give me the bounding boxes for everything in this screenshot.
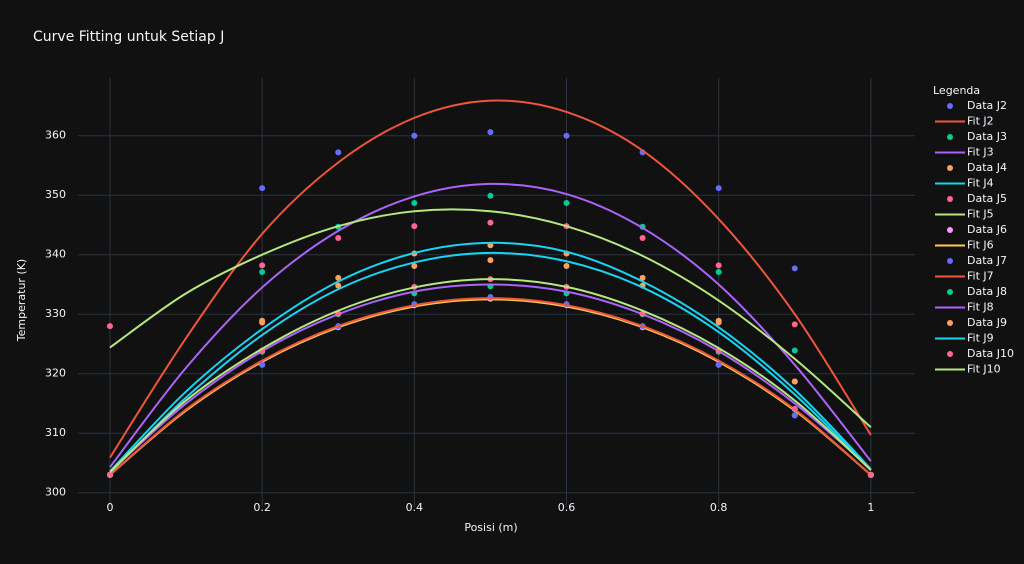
plot-area [106, 99, 874, 478]
legend-label[interactable]: Fit J10 [967, 363, 1001, 376]
x-tick-label: 0.6 [558, 501, 576, 514]
data-point [259, 361, 266, 368]
fit-line [109, 278, 872, 473]
legend-label[interactable]: Data J6 [967, 223, 1007, 236]
data-point [259, 262, 266, 269]
y-tick-label: 340 [45, 248, 66, 261]
legend-label[interactable]: Fit J8 [967, 301, 994, 314]
y-tick-label: 350 [45, 188, 66, 201]
data-point [106, 471, 113, 478]
y-tick-label: 330 [45, 307, 66, 320]
legend-swatch [947, 103, 953, 109]
data-point [335, 149, 342, 156]
fit-line [109, 283, 872, 473]
x-tick-label: 0.4 [406, 501, 424, 514]
legend-label[interactable]: Data J3 [967, 130, 1007, 143]
x-axis-title: Posisi (m) [464, 521, 517, 534]
data-point [411, 199, 418, 206]
data-point [715, 268, 722, 275]
data-point [563, 263, 570, 270]
fit-line [109, 208, 872, 429]
legend-swatch [947, 165, 953, 171]
y-tick-label: 360 [45, 129, 66, 142]
data-point [335, 235, 342, 242]
chart-title: Curve Fitting untuk Setiap J [33, 29, 224, 45]
legend-swatch [947, 227, 953, 233]
data-point [411, 132, 418, 139]
y-tick-label: 300 [45, 486, 66, 499]
legend-label[interactable]: Data J10 [967, 347, 1014, 360]
data-point [639, 235, 646, 242]
x-tick-label: 0 [106, 501, 113, 514]
y-tick-label: 320 [45, 367, 66, 380]
legend-swatch [947, 258, 953, 264]
data-point [791, 405, 798, 412]
data-point [411, 223, 418, 230]
data-point [791, 378, 798, 385]
x-tick-label: 0.8 [710, 501, 728, 514]
legend-label[interactable]: Data J9 [967, 316, 1007, 329]
legend-label[interactable]: Data J5 [967, 192, 1007, 205]
legend-label[interactable]: Fit J9 [967, 332, 994, 345]
data-point [487, 129, 494, 136]
data-point [639, 274, 646, 281]
data-point [259, 268, 266, 275]
legend-label[interactable]: Fit J4 [967, 177, 994, 190]
fit-line [109, 182, 872, 468]
data-point [715, 361, 722, 368]
x-tick-label: 0.2 [253, 501, 271, 514]
data-point [259, 319, 266, 326]
legend-label[interactable]: Fit J2 [967, 115, 994, 128]
legend-label[interactable]: Data J2 [967, 99, 1007, 112]
fit-line [109, 251, 872, 474]
legend-label[interactable]: Fit J6 [967, 239, 994, 252]
data-point [335, 282, 342, 289]
data-point [791, 347, 798, 354]
data-point [259, 185, 266, 192]
legend-title: Legenda [933, 84, 980, 97]
legend-label[interactable]: Data J8 [967, 285, 1007, 298]
legend-label[interactable]: Fit J5 [967, 208, 994, 221]
legend-swatch [947, 289, 953, 295]
fit-line [109, 297, 872, 476]
data-point [715, 185, 722, 192]
x-tick-label: 1 [867, 501, 874, 514]
data-point [563, 132, 570, 139]
fit-line [109, 241, 872, 472]
data-point [563, 199, 570, 206]
legend-swatch [947, 196, 953, 202]
y-tick-label: 310 [45, 426, 66, 439]
data-point [715, 319, 722, 326]
legend-label[interactable]: Data J4 [967, 161, 1007, 174]
data-point [487, 219, 494, 226]
legend-label[interactable]: Fit J3 [967, 146, 994, 159]
data-point [335, 274, 342, 281]
data-point [791, 265, 798, 272]
legend-label[interactable]: Fit J7 [967, 270, 994, 283]
legend: Data J2 Fit J2 Data J3 Fit J3 Data J4 Fit J4 D… [935, 99, 1014, 376]
legend-swatch [947, 320, 953, 326]
fit-line [109, 99, 872, 459]
data-point [791, 412, 798, 419]
legend-label[interactable]: Data J7 [967, 254, 1007, 267]
data-point [715, 262, 722, 269]
data-point [411, 263, 418, 270]
data-point [487, 257, 494, 264]
y-axis-title: Temperatur (K) [15, 259, 28, 342]
legend-swatch [947, 134, 953, 140]
grid: 0 0.2 0.4 0.6 0.8 1 300 310 320 330 340 350 360 [45, 78, 915, 514]
data-point [867, 471, 874, 478]
data-point [106, 323, 113, 330]
data-point [791, 321, 798, 328]
legend-swatch [947, 351, 953, 357]
data-point [487, 192, 494, 199]
